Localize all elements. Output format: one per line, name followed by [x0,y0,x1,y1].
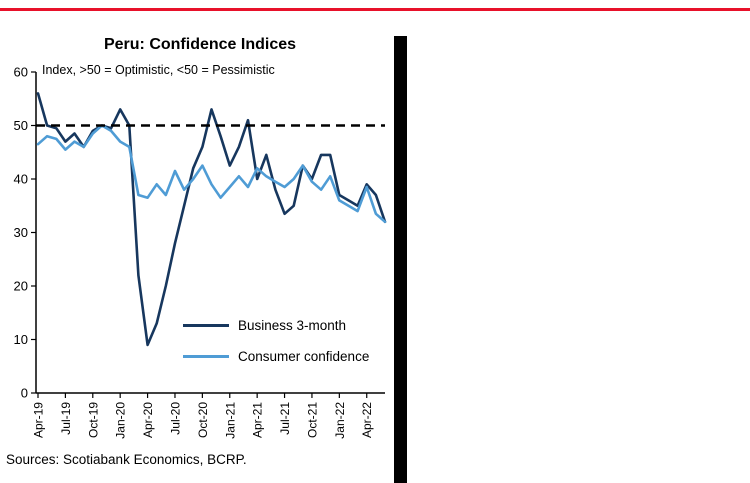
consumer-line-swatch [183,354,229,359]
x-tick-label: Apr-19 [32,402,46,438]
y-tick-label: 60 [14,65,28,80]
x-tick-label: Jul-21 [278,402,292,435]
business-line-swatch [183,323,229,328]
y-tick-label: 20 [14,279,28,294]
x-tick-label: Apr-20 [141,402,155,438]
x-tick-label: Jan-20 [114,402,128,439]
x-tick-label: Apr-22 [360,402,374,438]
legend-label-business: Business 3-month [238,318,347,333]
chart-title: Peru: Confidence Indices [103,36,297,53]
consumer-series-line [36,124,387,224]
y-tick-label: 10 [14,332,28,347]
legend: Business 3-month Consumer confidence [183,318,369,364]
x-tick-label: Jul-19 [59,402,73,435]
x-tick-label: Jan-21 [223,402,237,439]
x-tick-label: Oct-19 [86,402,100,438]
black-divider-bar [394,36,407,483]
x-tick-label: Apr-21 [251,402,265,438]
y-tick-label: 30 [14,225,28,240]
x-tick-label: Oct-21 [305,402,319,438]
chart-subtitle: Index, >50 = Optimistic, <50 = Pessimist… [42,63,275,77]
y-tick-label: 50 [14,118,28,133]
source-note: Sources: Scotiabank Economics, BCRP. [6,452,247,467]
x-tick-label: Jan-22 [333,402,347,439]
x-tick-label: Oct-20 [196,402,210,438]
y-tick-label: 0 [21,386,28,401]
legend-label-consumer: Consumer confidence [238,349,370,364]
y-tick-label: 40 [14,172,28,187]
x-tick-label: Jul-20 [168,402,182,435]
legend-item-business: Business 3-month [183,318,369,333]
business-series-line [36,92,387,347]
top-red-rule [0,8,750,11]
legend-item-consumer: Consumer confidence [183,349,369,364]
